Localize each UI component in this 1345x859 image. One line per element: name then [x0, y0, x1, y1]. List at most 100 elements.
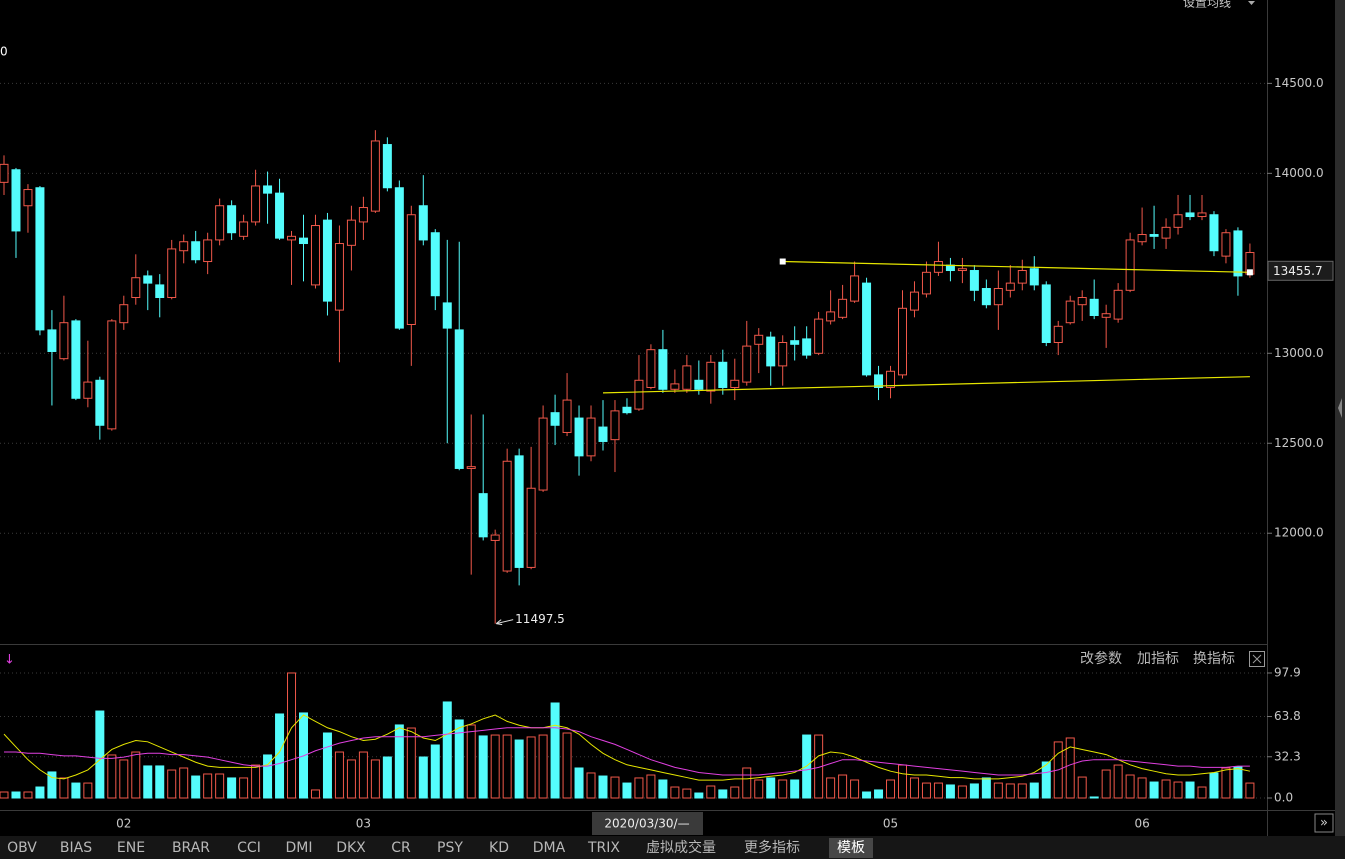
volume-bar [454, 719, 464, 799]
volume-bar [514, 739, 524, 799]
volume-bar [622, 782, 632, 799]
indicator-tab[interactable]: CR [391, 840, 411, 856]
volume-bar [346, 759, 356, 799]
indicator-tab[interactable]: 更多指标 [744, 839, 800, 856]
last-price-box [1267, 260, 1334, 281]
indicator-tab[interactable]: OBV [7, 840, 37, 856]
scrollbar[interactable] [1335, 0, 1345, 836]
candle-body [191, 241, 201, 261]
switch-indicator-button[interactable]: 换指标 [1193, 650, 1235, 667]
volume-bar [993, 782, 1003, 799]
volume-bar [59, 777, 69, 799]
volume-bar [227, 777, 237, 799]
volume-bar [562, 732, 572, 799]
indicator-tab[interactable]: ENE [117, 840, 145, 856]
expand-icon: » [1320, 816, 1328, 831]
candle-body [299, 237, 308, 245]
scroll-arrow[interactable] [1338, 398, 1342, 418]
volume-bar [1077, 776, 1087, 799]
candle-body [526, 487, 536, 568]
candle-body [502, 460, 512, 572]
volume-bar [1041, 761, 1051, 799]
candle-body [622, 406, 632, 414]
indicator-tab[interactable]: DMA [533, 840, 566, 856]
candle-body [1173, 214, 1183, 228]
volume-bar [778, 779, 788, 799]
volume-bar [981, 777, 991, 799]
candle-body [718, 361, 728, 388]
candle-body [838, 298, 848, 318]
candle-body [514, 455, 524, 568]
volume-ma-line [4, 727, 1250, 776]
candle-body [694, 379, 704, 390]
candle-body [310, 225, 320, 286]
candle-body [1221, 232, 1231, 257]
y-tick-label: 13000.0 [1274, 346, 1324, 360]
volume-bar [1149, 781, 1159, 799]
volume-bar [83, 782, 93, 799]
volume-bar [1245, 782, 1255, 799]
indicator-tab[interactable]: 模板 [837, 840, 865, 856]
candle-body [886, 370, 896, 388]
candle-body [957, 268, 967, 272]
indicator-tab[interactable]: 虚拟成交量 [646, 839, 716, 856]
indicator-tab[interactable]: BRAR [172, 840, 210, 856]
ma-settings[interactable]: 设置均线 [1183, 0, 1231, 10]
volume-bar [1113, 764, 1123, 799]
volume-bar [526, 736, 536, 799]
edit-params-button[interactable]: 改参数 [1080, 650, 1122, 667]
tabs: OBV BIAS ENE BRAR CCI DMI DKX CR PSY KD DMA TRIX 虚拟成… [7, 839, 865, 856]
volume-bar [1029, 782, 1039, 799]
volume-bar [143, 765, 153, 799]
volume-bar [921, 782, 931, 799]
close-icon [1252, 654, 1262, 664]
candle-body [227, 205, 237, 234]
volume-bar [706, 785, 716, 799]
candle-body [1101, 313, 1111, 318]
volume-bar [119, 759, 129, 799]
add-indicator-button[interactable]: 加指标 [1137, 651, 1179, 667]
collapse-arrow[interactable]: ↓ [4, 653, 15, 668]
candle-body [179, 241, 189, 252]
candle-body [83, 381, 93, 399]
indicator-tab[interactable]: PSY [437, 840, 463, 856]
volume-bar [1101, 769, 1111, 799]
candle-body [670, 383, 680, 390]
indicator-tab[interactable]: DKX [336, 840, 366, 856]
last-price-label: 13455.7 [1273, 264, 1323, 278]
close-button[interactable] [1249, 651, 1265, 667]
candle-body [1029, 268, 1039, 286]
volume-bar [490, 734, 500, 799]
volume-bar [969, 783, 979, 799]
volume-bar [909, 777, 919, 799]
volume-bar [334, 751, 344, 799]
volume-bar [466, 724, 476, 799]
candle-body [131, 277, 141, 299]
volume-bar [215, 773, 225, 799]
candle-body [778, 341, 788, 367]
candle-body [921, 271, 931, 295]
indicator-tab[interactable]: TRIX [587, 840, 620, 856]
volume-bar [694, 792, 704, 799]
volume-bar [610, 776, 620, 799]
candle-body [730, 379, 740, 388]
volume-bar [874, 789, 884, 799]
candle-body [658, 349, 668, 390]
candle-body [478, 493, 488, 538]
indicator-tab[interactable]: DMI [286, 840, 313, 856]
candle-body [406, 214, 416, 326]
indicator-tab[interactable]: BIAS [60, 840, 92, 856]
candle-body [59, 322, 69, 360]
candle-body [981, 288, 991, 306]
candle-body [430, 232, 440, 297]
volume-bar [586, 772, 596, 799]
candle-body [466, 466, 476, 469]
expand-button[interactable] [1314, 813, 1334, 833]
indicator-tab[interactable]: KD [489, 840, 509, 856]
candle-body [826, 311, 836, 322]
volume-bar [35, 786, 45, 799]
candle-body [358, 207, 368, 223]
indicator-tab[interactable]: CCI [237, 840, 261, 856]
x-tick-label: 05 [883, 817, 898, 831]
candle-body [586, 417, 596, 457]
